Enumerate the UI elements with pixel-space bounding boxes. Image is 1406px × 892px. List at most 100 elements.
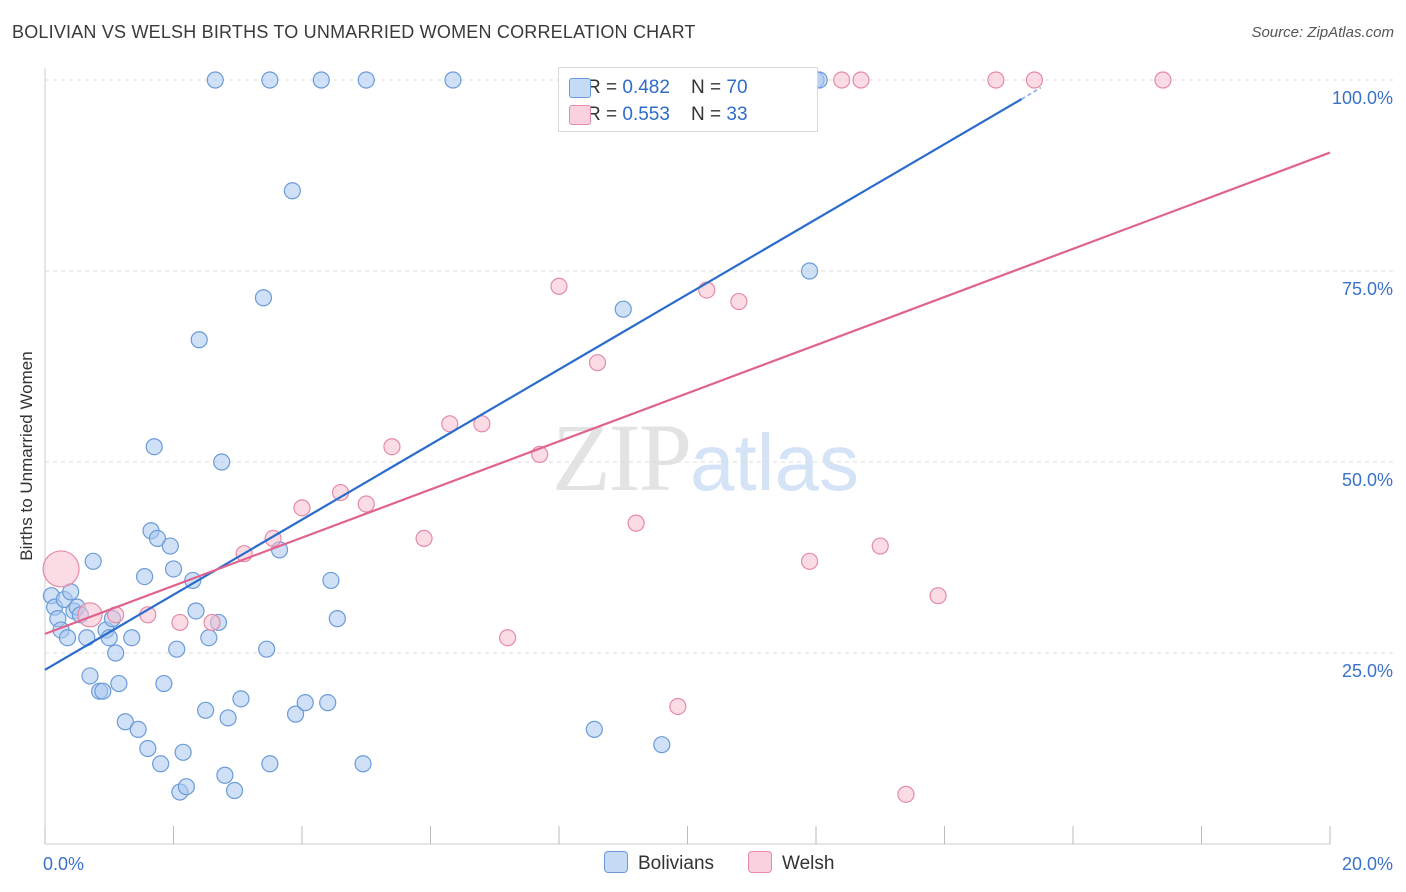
bolivian-point bbox=[174, 743, 192, 761]
y-tick-label: 100.0% bbox=[1332, 88, 1393, 108]
welsh-point bbox=[473, 415, 491, 433]
y-tick-label: 25.0% bbox=[1342, 661, 1393, 681]
bolivian-point bbox=[152, 755, 170, 773]
bolivian-point bbox=[312, 71, 330, 89]
legend-r-label: R = bbox=[587, 104, 623, 125]
bolivian-point bbox=[177, 778, 195, 796]
bolivian-point bbox=[190, 331, 208, 349]
bolivian-point bbox=[328, 610, 346, 628]
x-tick-label-max: 20.0% bbox=[1342, 854, 1393, 874]
welsh-point bbox=[833, 71, 851, 89]
bolivian-point bbox=[800, 262, 819, 280]
legend-r-label: R = bbox=[587, 77, 623, 98]
welsh-point bbox=[499, 629, 517, 647]
bottom-legend-welsh: Welsh bbox=[748, 850, 834, 878]
welsh-point bbox=[171, 613, 189, 632]
welsh-trend-line bbox=[44, 151, 1331, 635]
bolivian-point bbox=[145, 438, 163, 456]
bolivian-point bbox=[58, 629, 77, 647]
welsh-point bbox=[42, 550, 80, 588]
bolivian-point bbox=[261, 755, 279, 773]
legend-r-value: 0.553 bbox=[622, 104, 670, 125]
bolivian-point bbox=[155, 674, 173, 693]
bolivian-point bbox=[148, 529, 167, 548]
welsh-point bbox=[1154, 71, 1172, 89]
bolivian-point bbox=[585, 720, 603, 739]
legend-n-value: 70 bbox=[726, 77, 748, 98]
welsh-point bbox=[203, 613, 221, 632]
bottom-legend-swatch-bolivians bbox=[604, 851, 628, 873]
bolivian-trend-extension bbox=[1021, 86, 1042, 100]
welsh-point bbox=[588, 354, 607, 372]
bolivian-point bbox=[232, 690, 250, 708]
bolivian-point bbox=[168, 640, 186, 658]
welsh-point bbox=[1025, 71, 1044, 89]
bolivian-point bbox=[187, 602, 205, 620]
bolivian-point bbox=[81, 667, 99, 685]
bolivian-point bbox=[254, 289, 273, 307]
legend-row-welsh: R = 0.553 N = 33 bbox=[569, 101, 748, 129]
legend-n-value: 33 bbox=[726, 104, 748, 125]
legend-n-label: N = bbox=[691, 104, 727, 125]
bolivian-point bbox=[216, 766, 234, 784]
chart-title: BOLIVIAN VS WELSH BIRTHS TO UNMARRIED WO… bbox=[12, 22, 696, 42]
welsh-point bbox=[929, 587, 947, 605]
legend-swatch-bolivians bbox=[569, 78, 591, 98]
bolivian-point bbox=[84, 552, 102, 570]
bolivian-point bbox=[164, 560, 183, 578]
bolivian-point bbox=[213, 453, 231, 471]
bolivian-point bbox=[197, 701, 215, 719]
bottom-legend-swatch-welsh bbox=[748, 851, 772, 873]
bolivian-point bbox=[444, 71, 462, 89]
welsh-point bbox=[293, 499, 311, 517]
bolivian-point bbox=[206, 71, 224, 89]
watermark-zip: ZIP bbox=[552, 404, 692, 511]
bottom-legend-label-welsh: Welsh bbox=[782, 853, 835, 874]
welsh-point bbox=[77, 602, 103, 628]
bolivian-point bbox=[614, 300, 632, 318]
bolivian-point bbox=[110, 674, 128, 693]
legend-r-value: 0.482 bbox=[622, 77, 670, 98]
welsh-point bbox=[871, 537, 889, 555]
bolivian-point bbox=[123, 629, 141, 647]
bolivian-point bbox=[296, 694, 314, 712]
welsh-point bbox=[800, 552, 819, 570]
y-tick-label: 50.0% bbox=[1342, 470, 1393, 490]
bolivian-point bbox=[116, 713, 134, 731]
bolivian-point bbox=[261, 71, 279, 89]
bolivian-point bbox=[161, 537, 179, 555]
legend-n-label: N = bbox=[691, 77, 727, 98]
x-tick-label-min: 0.0% bbox=[43, 854, 84, 874]
bolivian-point bbox=[258, 640, 276, 658]
bolivian-point bbox=[653, 736, 671, 754]
welsh-point bbox=[357, 495, 375, 513]
welsh-point bbox=[669, 697, 687, 716]
welsh-point bbox=[441, 415, 459, 433]
bolivian-point bbox=[200, 629, 218, 647]
bottom-legend-label-bolivians: Bolivians bbox=[638, 853, 715, 874]
bolivian-point bbox=[225, 781, 244, 800]
y-tick-label: 75.0% bbox=[1342, 279, 1393, 299]
welsh-point bbox=[698, 281, 716, 299]
legend-swatch-welsh bbox=[569, 105, 591, 125]
legend-row-bolivians: R = 0.482 N = 70 bbox=[569, 74, 748, 102]
welsh-point bbox=[383, 438, 401, 456]
welsh-point bbox=[550, 277, 568, 295]
welsh-point bbox=[415, 529, 433, 548]
bolivian-point bbox=[322, 571, 340, 590]
bolivian-point bbox=[286, 705, 305, 723]
welsh-point bbox=[987, 71, 1005, 89]
welsh-point bbox=[627, 514, 645, 532]
welsh-point bbox=[897, 785, 915, 803]
bolivian-trend-line bbox=[44, 98, 1023, 671]
bolivian-point bbox=[354, 755, 372, 773]
bolivian-point bbox=[139, 739, 157, 758]
bolivian-point bbox=[357, 71, 375, 89]
bolivian-point bbox=[219, 709, 237, 727]
bolivian-point bbox=[94, 682, 112, 700]
source-credit: Source: ZipAtlas.com bbox=[1251, 24, 1394, 41]
bolivian-point bbox=[135, 567, 154, 586]
bolivian-point bbox=[129, 720, 147, 739]
welsh-point bbox=[852, 71, 870, 89]
